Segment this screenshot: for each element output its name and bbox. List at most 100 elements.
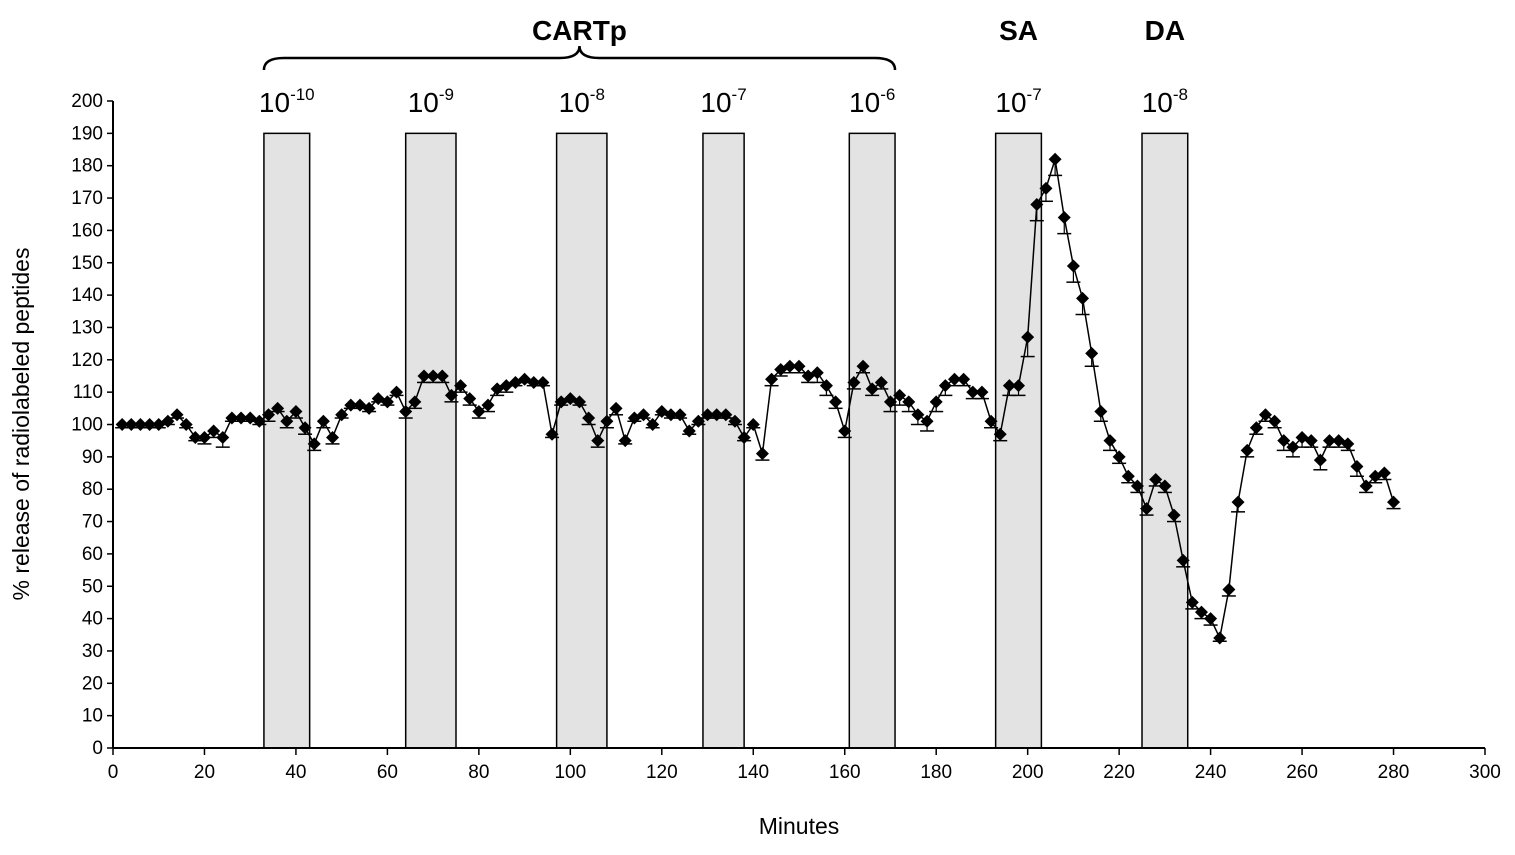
x-tick-label: 280 <box>1378 762 1410 783</box>
y-tick-label: 160 <box>71 220 103 241</box>
data-point <box>1240 443 1254 457</box>
data-point <box>819 379 833 393</box>
y-tick-label: 140 <box>71 285 103 306</box>
data-point <box>1258 408 1272 422</box>
data-point <box>161 414 175 428</box>
data-point <box>755 447 769 461</box>
data-point <box>1185 595 1199 609</box>
data-point <box>472 405 486 419</box>
x-tick-label: 40 <box>285 762 306 783</box>
data-point <box>792 359 806 373</box>
data-point <box>362 401 376 415</box>
data-point <box>408 395 422 409</box>
y-tick-label: 100 <box>71 415 103 436</box>
concentration-label: 10-8 <box>1142 85 1188 118</box>
concentration-label: 10-10 <box>259 85 315 118</box>
data-point <box>929 395 943 409</box>
data-point <box>938 379 952 393</box>
data-point <box>463 392 477 406</box>
axes-layer <box>112 101 1485 749</box>
data-point <box>1121 469 1135 483</box>
series-layer <box>115 152 1401 645</box>
y-tick-label: 180 <box>71 156 103 177</box>
x-tick-label: 100 <box>554 762 586 783</box>
data-point <box>829 395 843 409</box>
y-tick-label: 190 <box>71 123 103 144</box>
stimulation-bars-layer <box>263 132 1189 749</box>
y-tick-label: 30 <box>82 641 103 662</box>
data-point <box>1387 495 1401 509</box>
data-point <box>572 395 586 409</box>
data-point <box>865 382 879 396</box>
data-point <box>289 405 303 419</box>
data-point <box>1158 479 1172 493</box>
data-point <box>1057 210 1071 224</box>
x-tick-label: 0 <box>108 762 119 783</box>
data-point <box>856 359 870 373</box>
data-point <box>1112 450 1126 464</box>
data-point <box>1030 198 1044 212</box>
y-axis-title: % release of radiolabeled peptides <box>8 248 34 601</box>
series-line <box>122 159 1395 641</box>
x-tick-label: 260 <box>1286 762 1318 783</box>
group-brace <box>262 45 897 71</box>
data-point <box>682 424 696 438</box>
data-point <box>701 408 715 422</box>
data-point <box>993 427 1007 441</box>
data-point <box>1176 553 1190 567</box>
x-tick-label: 80 <box>468 762 489 783</box>
y-tick-label: 10 <box>82 706 103 727</box>
data-point <box>1323 434 1337 448</box>
data-point <box>1277 434 1291 448</box>
data-point <box>783 359 797 373</box>
concentration-label: 10-7 <box>995 85 1041 118</box>
data-point <box>609 401 623 415</box>
data-point <box>1286 440 1300 454</box>
data-point <box>307 437 321 451</box>
data-point <box>618 434 632 448</box>
data-point <box>252 414 266 428</box>
data-point <box>957 372 971 386</box>
x-axis-title: Minutes <box>759 813 840 839</box>
data-point <box>1304 434 1318 448</box>
group-label: CARTp <box>532 15 627 46</box>
x-tick-label: 160 <box>829 762 861 783</box>
concentration-label: 10-7 <box>700 85 746 118</box>
y-tick-label: 200 <box>71 91 103 112</box>
data-point <box>728 414 742 428</box>
y-tick-label: 40 <box>82 609 103 630</box>
group-label: SA <box>999 15 1038 46</box>
data-point <box>1094 405 1108 419</box>
data-point <box>893 388 907 402</box>
data-point <box>1377 466 1391 480</box>
concentration-label: 10-6 <box>849 85 895 118</box>
data-point <box>417 369 431 383</box>
data-point <box>646 418 660 431</box>
data-point <box>527 375 541 389</box>
stimulation-bar <box>263 132 311 749</box>
data-point <box>582 411 596 425</box>
y-tick-label: 80 <box>82 479 103 500</box>
concentration-label: 10-8 <box>559 85 605 118</box>
stimulation-bar <box>848 132 896 749</box>
data-point <box>444 388 458 402</box>
data-point <box>710 408 724 422</box>
data-point <box>454 379 468 393</box>
data-point <box>1204 612 1218 626</box>
stimulation-bar <box>1141 132 1189 749</box>
data-point <box>188 430 202 444</box>
data-point <box>1002 379 1016 393</box>
data-point <box>1076 291 1090 305</box>
data-point <box>1231 495 1245 509</box>
data-point <box>225 411 239 425</box>
data-point <box>591 434 605 448</box>
x-tick-label: 140 <box>737 762 769 783</box>
y-tick-label: 90 <box>82 447 103 468</box>
data-point <box>600 414 614 428</box>
y-tick-label: 60 <box>82 544 103 565</box>
stimulation-bar <box>404 132 457 749</box>
data-point <box>1268 414 1282 428</box>
data-point <box>719 408 733 422</box>
x-tick-label: 60 <box>377 762 398 783</box>
data-point <box>1085 346 1099 360</box>
